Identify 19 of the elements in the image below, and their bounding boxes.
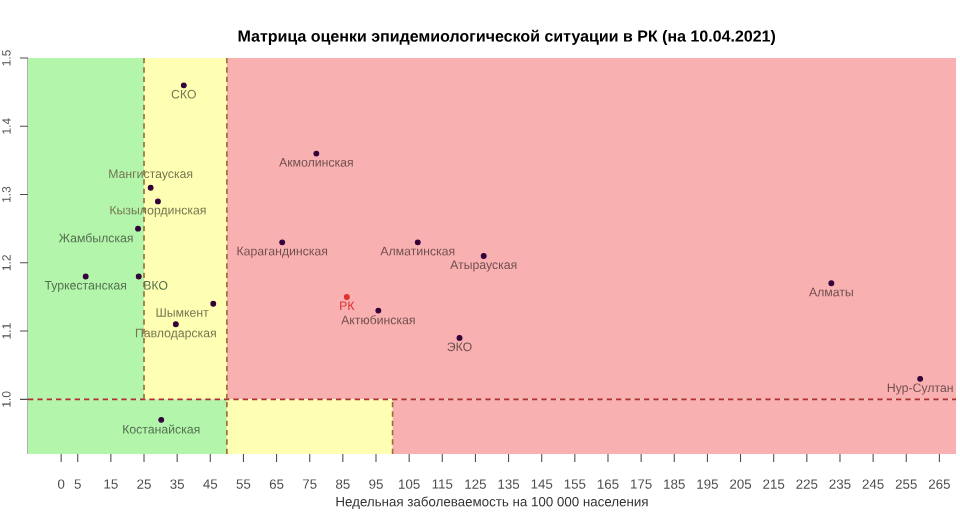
point	[154, 198, 161, 205]
point	[172, 321, 179, 328]
point	[414, 239, 421, 246]
point	[456, 334, 463, 341]
point	[343, 294, 350, 300]
point	[135, 273, 142, 280]
point	[313, 150, 320, 157]
point	[917, 375, 924, 382]
point	[180, 82, 187, 89]
chart-title: Матрица оценки эпидемиологической ситуации в РК (на 10.04.2021)	[238, 29, 776, 45]
point	[480, 253, 487, 259]
point	[210, 300, 217, 307]
point	[135, 225, 141, 232]
point	[279, 239, 286, 246]
point	[147, 184, 154, 191]
point	[375, 307, 382, 314]
point	[828, 280, 835, 287]
point	[158, 416, 165, 423]
point	[82, 273, 89, 280]
